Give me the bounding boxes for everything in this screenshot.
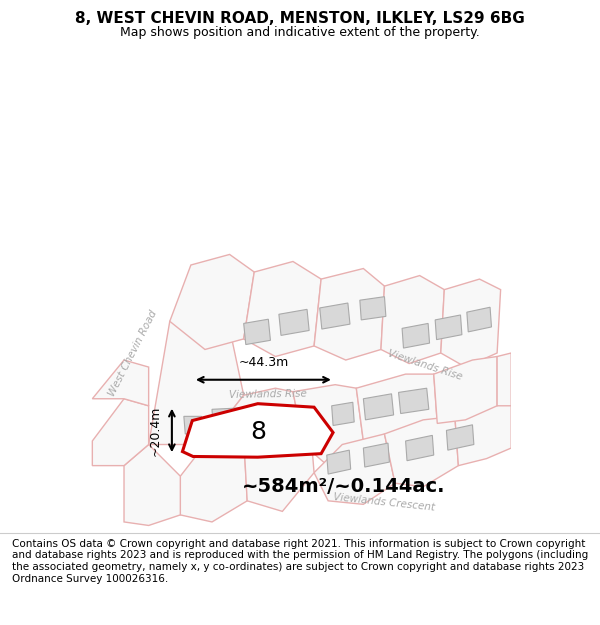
Polygon shape <box>244 319 271 344</box>
Polygon shape <box>92 360 149 406</box>
Polygon shape <box>212 408 242 432</box>
Polygon shape <box>356 374 437 448</box>
Text: West Chevin Road: West Chevin Road <box>106 308 158 398</box>
Polygon shape <box>385 416 458 487</box>
Polygon shape <box>364 443 389 467</box>
Polygon shape <box>381 276 445 364</box>
Text: 8, WEST CHEVIN ROAD, MENSTON, ILKLEY, LS29 6BG: 8, WEST CHEVIN ROAD, MENSTON, ILKLEY, LS… <box>75 11 525 26</box>
Polygon shape <box>398 388 429 414</box>
Text: Contains OS data © Crown copyright and database right 2021. This information is : Contains OS data © Crown copyright and d… <box>12 539 588 584</box>
Text: Viewlands Crescent: Viewlands Crescent <box>333 492 436 512</box>
Polygon shape <box>327 450 350 474</box>
Polygon shape <box>149 308 244 444</box>
Polygon shape <box>332 402 354 426</box>
Polygon shape <box>170 254 254 349</box>
Text: ~44.3m: ~44.3m <box>238 356 289 369</box>
Polygon shape <box>279 309 309 336</box>
Text: 8: 8 <box>250 420 266 444</box>
Polygon shape <box>364 394 394 420</box>
Text: Viewlands Rise: Viewlands Rise <box>387 349 464 382</box>
Polygon shape <box>92 399 149 466</box>
Polygon shape <box>467 308 491 332</box>
Polygon shape <box>205 388 304 472</box>
Polygon shape <box>402 323 430 348</box>
Text: ~584m²/~0.144ac.: ~584m²/~0.144ac. <box>242 478 446 496</box>
Text: Viewlands Rise: Viewlands Rise <box>229 388 307 399</box>
Polygon shape <box>441 279 500 367</box>
Polygon shape <box>406 436 434 461</box>
Polygon shape <box>244 261 321 356</box>
Polygon shape <box>184 416 203 434</box>
Polygon shape <box>434 356 497 423</box>
Text: ~20.4m: ~20.4m <box>148 405 161 456</box>
Polygon shape <box>360 297 386 320</box>
Polygon shape <box>244 431 314 511</box>
Polygon shape <box>320 303 350 329</box>
Polygon shape <box>314 434 395 504</box>
Polygon shape <box>314 269 385 360</box>
Polygon shape <box>293 384 364 469</box>
Polygon shape <box>435 315 462 339</box>
Polygon shape <box>446 425 474 450</box>
Polygon shape <box>124 444 181 526</box>
Polygon shape <box>182 404 333 457</box>
Polygon shape <box>455 399 511 466</box>
Polygon shape <box>181 438 247 522</box>
Text: Map shows position and indicative extent of the property.: Map shows position and indicative extent… <box>120 26 480 39</box>
Polygon shape <box>497 353 511 406</box>
